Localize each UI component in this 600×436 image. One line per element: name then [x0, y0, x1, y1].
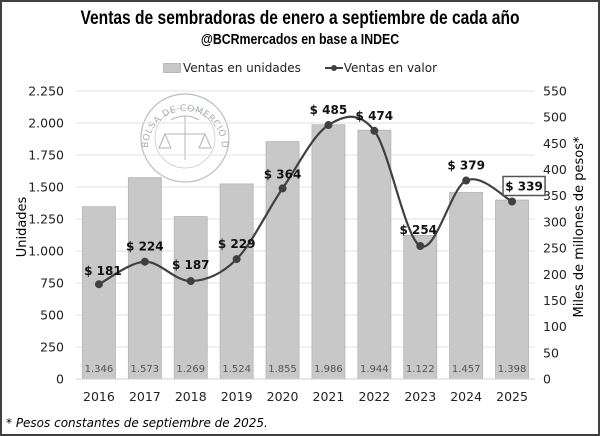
value-label: $ 485 [310, 103, 348, 117]
x-tick-label: 2021 [313, 389, 345, 404]
y2-tick-label: 50 [543, 345, 559, 360]
bar-value-label: 1.457 [452, 364, 481, 375]
y2-tick-label: 550 [543, 84, 567, 99]
value-point-marker [370, 126, 379, 135]
value-line [94, 115, 517, 289]
value-point-marker [508, 197, 517, 206]
bar [173, 216, 208, 380]
y2-tick-label: 300 [543, 214, 567, 229]
x-tick-label: 2022 [358, 389, 390, 404]
value-label: $ 181 [84, 264, 122, 278]
value-label: $ 254 [399, 223, 437, 237]
value-point-marker [232, 255, 241, 264]
y2-tick-label: 200 [543, 267, 567, 282]
x-tick-label: 2019 [221, 389, 253, 404]
axes: 02505007501.0001.2501.5001.7502.0002.250… [28, 84, 567, 405]
value-point-marker [186, 277, 195, 286]
x-tick-label: 2023 [404, 389, 436, 404]
bar [403, 234, 438, 380]
y-tick-label: 0 [56, 372, 64, 387]
y-tick-label: 2.000 [28, 116, 64, 131]
y-tick-label: 1.250 [28, 212, 64, 227]
y-tick-label: 2.250 [28, 84, 64, 99]
bar-value-label: 1.986 [314, 364, 343, 375]
bar [311, 124, 346, 380]
bars [82, 124, 529, 380]
footnote: * Pesos constantes de septiembre de 2025… [6, 416, 268, 430]
y-tick-label: 500 [40, 308, 64, 323]
legend-item-units: Ventas en unidades [162, 61, 301, 75]
legend-label-units: Ventas en unidades [182, 61, 301, 75]
y2-tick-label: 150 [543, 293, 567, 308]
value-label: $ 474 [356, 109, 394, 123]
bar-value-label: 1.346 [85, 364, 114, 375]
value-point-marker [416, 241, 425, 250]
watermark-outer-ring [140, 93, 230, 183]
value-point-marker [462, 176, 471, 185]
legend: Ventas en unidades Ventas en valor [2, 61, 598, 76]
y2-tick-label: 450 [543, 136, 567, 151]
legend-label-value: Ventas en valor [343, 61, 438, 75]
y2-tick-label: 350 [543, 188, 567, 203]
bar [265, 141, 300, 380]
value-label: $ 364 [264, 167, 302, 181]
y-tick-label: 1.500 [28, 180, 64, 195]
value-label: $ 379 [447, 159, 485, 173]
value-label: $ 224 [126, 240, 164, 254]
x-tick-label: 2025 [496, 389, 528, 404]
bar [449, 192, 484, 380]
watermark-wings [170, 115, 200, 121]
y2-tick-label: 250 [543, 241, 567, 256]
x-tick-label: 2024 [450, 389, 482, 404]
bar-value-label: 1.122 [406, 364, 435, 375]
value-label: $ 339 [505, 179, 543, 193]
chart-title: Ventas de sembradoras de enero a septiem… [80, 8, 520, 29]
value-point-marker [278, 184, 287, 193]
legend-bar-swatch-icon [162, 63, 181, 73]
y-tick-label: 1.000 [28, 244, 64, 259]
bar [357, 129, 392, 380]
bar-value-label: 1.398 [498, 364, 527, 375]
bar-value-label: 1.524 [222, 364, 251, 375]
bar-value-label: 1.855 [268, 364, 297, 375]
y2-tick-label: 500 [543, 110, 567, 125]
bar [127, 177, 162, 380]
legend-item-value: Ventas en valor [324, 61, 438, 75]
bar [219, 183, 254, 380]
highlighted-value-box [502, 175, 546, 197]
value-point-marker [94, 280, 103, 289]
value-label: $ 187 [172, 258, 210, 272]
bar-value-label: 1.269 [176, 364, 205, 375]
x-tick-label: 2018 [175, 389, 207, 404]
value-point-marker [324, 121, 333, 130]
y2-tick-label: 0 [543, 372, 551, 387]
y-axis-title: Unidades [15, 196, 30, 257]
y-tick-label: 750 [40, 276, 64, 291]
chart-subtitle: @BCRmercados en base a INDEC [200, 32, 400, 48]
y2-tick-label: 400 [543, 162, 567, 177]
bar [495, 199, 529, 380]
y-tick-label: 250 [40, 340, 64, 355]
x-tick-label: 2020 [267, 389, 299, 404]
data-labels: 1.346 1.573 1.269 1.524 1.855 1.986 1.944 1.122… [84, 103, 546, 375]
x-tick-label: 2017 [129, 389, 161, 404]
value-line-path [98, 115, 513, 286]
watermark-scales [158, 116, 212, 160]
y2-tick-label: 100 [543, 319, 567, 334]
watermark-inner-ring [154, 107, 216, 169]
value-label: $ 229 [218, 237, 256, 251]
value-point-marker [140, 257, 149, 266]
legend-line-marker-icon [324, 63, 343, 73]
bar-value-label: 1.944 [360, 364, 389, 375]
y-tick-label: 1.750 [28, 148, 64, 163]
x-tick-label: 2016 [83, 389, 115, 404]
y2-axis-title: Miles de millones de pesos* [572, 136, 587, 317]
bar-value-label: 1.573 [131, 364, 160, 375]
bar [82, 206, 116, 380]
